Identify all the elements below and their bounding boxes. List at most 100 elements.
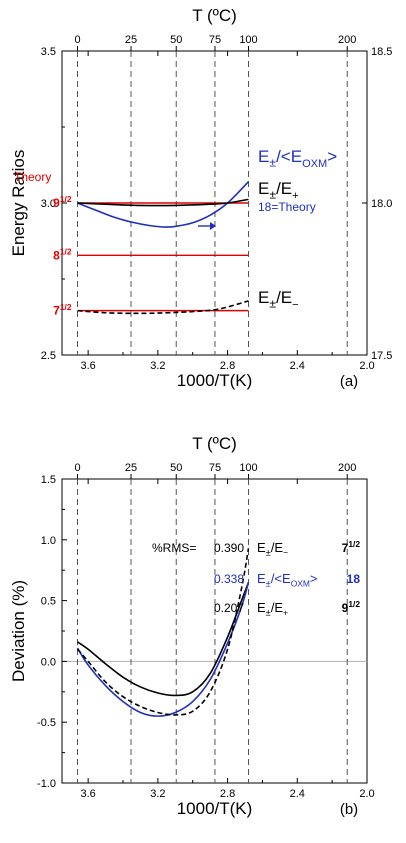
p1-rms-theory-0-base: 7 <box>342 541 349 555</box>
p1-rms-series-2: E±/E+ <box>257 600 288 618</box>
p1-top-tick-label-200: 200 <box>338 462 356 474</box>
p1-rms-series-1: E±/<EOXM> <box>257 571 318 589</box>
p1-rms-series-2-sub: + <box>283 608 288 618</box>
p0-x-tick-label-2.0: 2.0 <box>359 360 374 372</box>
p0-label-eplus-pm: ± <box>269 187 276 201</box>
p0-theory-label-7: 71/2 <box>53 302 72 318</box>
p0-theory-label-8-base: 8 <box>53 248 60 262</box>
p1-rms-series-1-sub: OXM <box>291 579 310 589</box>
p1-rms-label: %RMS= <box>152 541 196 555</box>
p1-rms-series-2-rest: /E <box>271 600 284 615</box>
p0-arrow-head <box>210 222 216 230</box>
p1-top-tick-label-25: 25 <box>125 462 137 474</box>
p1-series-line-1 <box>76 582 250 717</box>
p0-label-eminus-sub: − <box>292 299 298 311</box>
p1-rms-series-1-base: E <box>257 571 266 586</box>
p1-panel-label: (b) <box>340 801 358 818</box>
p0-label-eminus-base: E <box>258 288 269 307</box>
p0-x-tick-label-2.4: 2.4 <box>290 360 305 372</box>
p0-theory-label-8: 81/2 <box>53 246 72 262</box>
p1-rms-series-1-pm: ± <box>266 578 271 588</box>
p0-top-tick-label-75: 75 <box>209 34 221 46</box>
p0-theory-label-7-base: 7 <box>53 304 60 318</box>
p0-label-eoxm-end: > <box>327 147 337 166</box>
p1-top-axis-label: T (ºC) <box>192 434 237 453</box>
p0-y-tick-label-3.0: 3.0 <box>41 198 56 210</box>
p1-series-line-2 <box>76 548 250 716</box>
p0-x-axis-label: 1000/T(K) <box>177 371 253 390</box>
p0-y-tick-label-2.5: 2.5 <box>41 350 56 362</box>
p0-x-tick-label-3.2: 3.2 <box>150 360 165 372</box>
p0-theory-label-9: 91/2 <box>53 194 72 210</box>
p1-y-axis-label: Deviation (%) <box>9 580 28 682</box>
p0-label-eplus-base: E <box>258 179 269 198</box>
p0-top-tick-label-25: 25 <box>125 34 137 46</box>
p0-y2-tick-label-18.0: 18.0 <box>371 198 392 210</box>
p1-rms-value-1: 0.338 <box>214 572 244 586</box>
p1-rms-value-2: 0.207 <box>214 601 244 615</box>
p0-top-tick-label-0: 0 <box>74 34 80 46</box>
p1-rms-theory-2: 91/2 <box>342 599 361 615</box>
p1-x-tick-label-2.4: 2.4 <box>290 788 305 800</box>
p0-annotation-18-theory: 18=Theory <box>258 200 316 214</box>
p1-x-tick-label-3.2: 3.2 <box>150 788 165 800</box>
p1-top-tick-label-100: 100 <box>239 462 257 474</box>
p1-series-line-0 <box>77 582 250 697</box>
p0-label-eminus-pm: ± <box>269 296 276 310</box>
p0-series-line-2 <box>77 300 249 315</box>
p0-series-line-0 <box>77 181 250 228</box>
p1-rms-theory-0: 71/2 <box>342 539 361 555</box>
p0-label-eminus: E±/E− <box>258 288 299 311</box>
p0-top-tick-label-200: 200 <box>338 34 356 46</box>
p1-rms-theory-2-exp: 1/2 <box>348 599 360 609</box>
p1-top-tick-label-0: 0 <box>74 462 80 474</box>
p1-rms-series-0-base: E <box>257 540 266 555</box>
p0-label-eoxm-rest: /<E <box>276 147 302 166</box>
p1-y-tick-label-0.0: 0.0 <box>41 656 56 668</box>
p1-rms-theory-0-exp: 1/2 <box>348 539 360 549</box>
p0-label-eoxm-sub: OXM <box>302 158 327 170</box>
p1-y-tick-label-0.5: 0.5 <box>41 596 56 608</box>
p0-label-eplus-rest: /E <box>276 179 292 198</box>
p0-top-axis-label: T (ºC) <box>192 6 237 25</box>
p0-x-tick-label-2.8: 2.8 <box>220 360 235 372</box>
p0-y2-tick-label-17.5: 17.5 <box>371 350 392 362</box>
p0-label-eoxm-pm: ± <box>269 155 276 169</box>
p1-y-tick-label--1.0: -1.0 <box>37 778 56 790</box>
p1-rms-theory-2-base: 9 <box>342 601 349 615</box>
p1-rms-series-0: E±/E− <box>257 540 288 558</box>
p1-rms-series-0-rest: /E <box>271 540 284 555</box>
p0-theory-label-8-exp: 1/2 <box>60 246 72 256</box>
p0-series-line-1 <box>77 198 249 207</box>
p0-y-axis-label: Energy Ratios <box>9 150 28 257</box>
p1-y-tick-label--0.5: -0.5 <box>37 717 56 729</box>
p1-x-tick-label-2.0: 2.0 <box>359 788 374 800</box>
p0-label-eplus-sub: + <box>292 190 298 202</box>
p1-rms-theory-1: 18 <box>347 572 361 586</box>
p1-x-tick-label-2.8: 2.8 <box>220 788 235 800</box>
p0-annotation-theory: Theory <box>14 170 51 184</box>
p1-top-tick-label-75: 75 <box>209 462 221 474</box>
p1-rms-series-0-pm: ± <box>266 547 271 557</box>
p0-theory-label-9-exp: 1/2 <box>60 194 72 204</box>
p0-theory-label-7-exp: 1/2 <box>60 302 72 312</box>
p1-x-tick-label-3.6: 3.6 <box>80 788 95 800</box>
p0-x-tick-label-3.6: 3.6 <box>80 360 95 372</box>
p0-panel-label: (a) <box>340 373 358 390</box>
p0-top-tick-label-100: 100 <box>239 34 257 46</box>
p1-x-axis-label: 1000/T(K) <box>177 799 253 818</box>
p1-rms-series-0-sub: − <box>283 548 288 558</box>
p1-y-tick-label-1.0: 1.0 <box>41 535 56 547</box>
p0-y2-tick-label-18.5: 18.5 <box>371 46 392 58</box>
p1-y-tick-label-1.5: 1.5 <box>41 474 56 486</box>
p1-top-tick-label-50: 50 <box>170 462 182 474</box>
p1-rms-series-1-end: > <box>310 571 318 586</box>
p1-rms-series-1-rest: /<E <box>271 571 291 586</box>
p0-theory-label-9-base: 9 <box>53 196 60 210</box>
p1-rms-series-2-base: E <box>257 600 266 615</box>
p0-label-eminus-rest: /E <box>276 288 292 307</box>
p0-label-eoxm: E±/<EOXM> <box>258 147 337 170</box>
p0-label-eoxm-base: E <box>258 147 269 166</box>
p1-rms-value-0: 0.390 <box>214 541 244 555</box>
